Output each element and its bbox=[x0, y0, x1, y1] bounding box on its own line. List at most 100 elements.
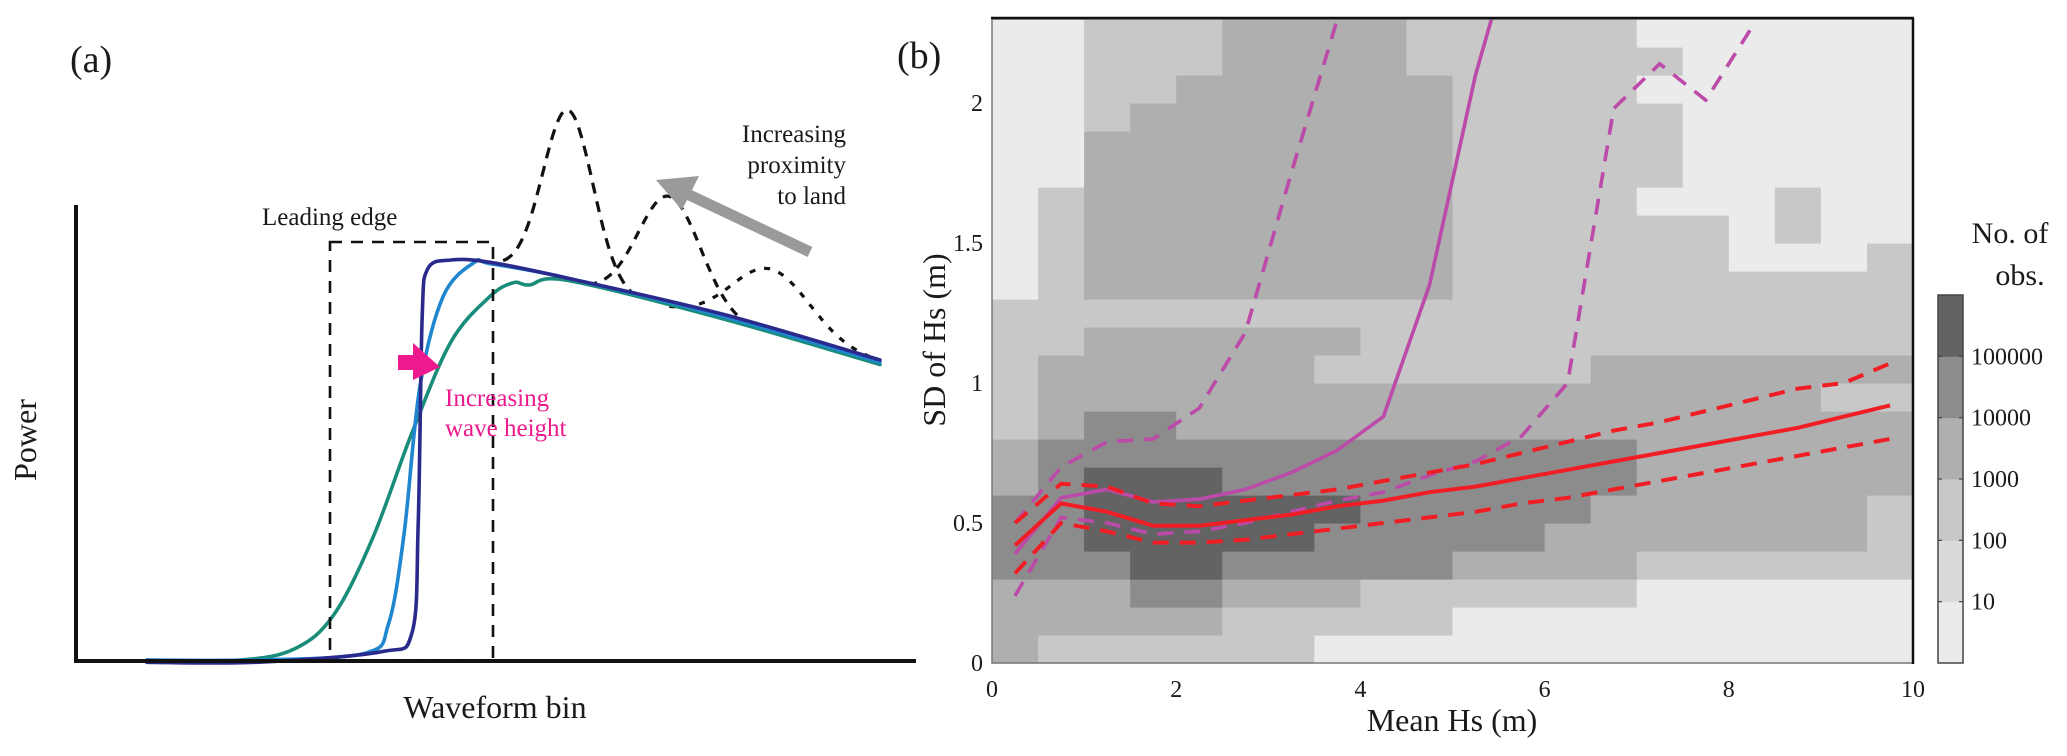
colorbar-tick-label: 10 bbox=[1971, 590, 1995, 616]
heatmap-cell bbox=[1498, 607, 1546, 636]
heatmap-cell bbox=[1084, 103, 1131, 132]
heatmap-cell bbox=[1590, 579, 1638, 608]
heatmap-cell bbox=[1038, 327, 1085, 356]
heatmap-cell bbox=[1176, 75, 1223, 104]
heatmap-cell bbox=[1084, 411, 1131, 440]
heatmap-cell bbox=[1774, 523, 1822, 552]
heatmap-cell bbox=[1774, 187, 1822, 216]
heatmap-cell bbox=[1314, 327, 1361, 356]
heatmap-cell bbox=[1866, 271, 1914, 300]
heatmap-cell bbox=[1084, 187, 1131, 216]
y-tick-label: 0.5 bbox=[953, 511, 983, 537]
heatmap-cell bbox=[1544, 383, 1592, 412]
heatmap-cell bbox=[1084, 75, 1131, 104]
heatmap-cell bbox=[1038, 355, 1085, 384]
panel-b: 0 2 4 6 8 10 0 0.5 1 1.5 2 Mean Hs (m) SD of Hs (… bbox=[916, 16, 2048, 738]
heatmap-cell bbox=[992, 383, 1039, 412]
heatmap-cell bbox=[1406, 411, 1454, 440]
heatmap-cell bbox=[1590, 131, 1638, 160]
colorbar-segment bbox=[1938, 356, 1963, 419]
heatmap-cell bbox=[1498, 215, 1546, 244]
heatmap-cell bbox=[1038, 439, 1085, 468]
heatmap-cell bbox=[1682, 271, 1730, 300]
x-tick-label: 0 bbox=[986, 677, 998, 703]
heatmap-cell bbox=[1590, 383, 1638, 412]
heatmap-cell bbox=[1222, 299, 1269, 328]
land-peak-1 bbox=[502, 108, 633, 293]
heatmap-cell bbox=[1452, 271, 1500, 300]
heatmap-cell bbox=[1084, 159, 1131, 188]
heatmap-cell bbox=[1866, 19, 1914, 48]
heatmap-cell bbox=[1590, 159, 1638, 188]
heatmap-cell bbox=[1590, 215, 1638, 244]
heatmap-cell bbox=[1636, 523, 1684, 552]
heatmap-cell bbox=[1590, 355, 1638, 384]
heatmap-cell bbox=[1406, 635, 1454, 664]
heatmap-cell bbox=[1038, 131, 1085, 160]
heatmap-cell bbox=[1084, 19, 1131, 48]
heatmap-cell bbox=[1130, 383, 1177, 412]
panel-a-label: (a) bbox=[70, 39, 112, 81]
heatmap-cell bbox=[1544, 103, 1592, 132]
heatmap-cell bbox=[1406, 75, 1454, 104]
heatmap-cell bbox=[1866, 47, 1914, 76]
heatmap-cell bbox=[1038, 47, 1085, 76]
heatmap-cell bbox=[1682, 523, 1730, 552]
heatmap-cell bbox=[1084, 607, 1131, 636]
heatmap-cell bbox=[1360, 243, 1408, 272]
heatmap-cell bbox=[1728, 103, 1776, 132]
heatmap-cell bbox=[1360, 271, 1408, 300]
heatmap-cell bbox=[1130, 299, 1177, 328]
series-upper-bound-magenta bbox=[1013, 19, 1340, 525]
heatmap-cell bbox=[1268, 551, 1315, 580]
heatmap-cell bbox=[1498, 495, 1546, 524]
heatmap-cell bbox=[1728, 635, 1776, 664]
heatmap-cell bbox=[992, 523, 1039, 552]
y-tick-label: 2 bbox=[971, 91, 983, 117]
heatmap-cell bbox=[1176, 243, 1223, 272]
heatmap-cell bbox=[1452, 383, 1500, 412]
wave-height-arrow-icon bbox=[398, 343, 440, 380]
heatmap-cell bbox=[1176, 579, 1223, 608]
heatmap-cell bbox=[1038, 187, 1085, 216]
heatmap-cell bbox=[1176, 467, 1223, 496]
heatmap-cell bbox=[1866, 299, 1914, 328]
heatmap-cell bbox=[1820, 551, 1868, 580]
heatmap-cell bbox=[1728, 215, 1776, 244]
heatmap-cell bbox=[992, 411, 1039, 440]
heatmap-cell bbox=[1820, 607, 1868, 636]
heatmap-cell bbox=[1544, 327, 1592, 356]
x-tick-label: 10 bbox=[1901, 677, 1925, 703]
heatmap-cell bbox=[1268, 19, 1315, 48]
heatmap-cell bbox=[1728, 187, 1776, 216]
heatmap-cell bbox=[992, 103, 1039, 132]
heatmap-cell bbox=[1498, 19, 1546, 48]
heatmap-cell bbox=[1820, 159, 1868, 188]
heatmap-cell bbox=[1176, 215, 1223, 244]
heatmap-cell bbox=[1130, 131, 1177, 160]
heatmap-cell bbox=[1360, 159, 1408, 188]
heatmap-cell bbox=[1176, 131, 1223, 160]
heatmap-cell bbox=[1222, 159, 1269, 188]
heatmap-cell bbox=[1314, 355, 1361, 384]
heatmap-cell bbox=[1130, 243, 1177, 272]
heatmap-cell bbox=[1636, 271, 1684, 300]
heatmap-cell bbox=[1130, 327, 1177, 356]
heatmap-cell bbox=[992, 439, 1039, 468]
heatmap-cell bbox=[1498, 579, 1546, 608]
heatmap-cell bbox=[1774, 355, 1822, 384]
heatmap-cell bbox=[1360, 215, 1408, 244]
heatmap-cell bbox=[992, 187, 1039, 216]
heatmap-cell bbox=[992, 467, 1039, 496]
heatmap-cell bbox=[992, 75, 1039, 104]
heatmap-cell bbox=[1728, 75, 1776, 104]
heatmap-cell bbox=[1360, 47, 1408, 76]
heatmap-cell bbox=[1268, 187, 1315, 216]
heatmap-cell bbox=[1314, 19, 1361, 48]
heatmap-cells bbox=[992, 19, 1914, 664]
heatmap-cell bbox=[1452, 243, 1500, 272]
panel-b-lines bbox=[1013, 19, 1891, 597]
heatmap-cell bbox=[1130, 19, 1177, 48]
heatmap-cell bbox=[1544, 551, 1592, 580]
heatmap-cell bbox=[1084, 327, 1131, 356]
